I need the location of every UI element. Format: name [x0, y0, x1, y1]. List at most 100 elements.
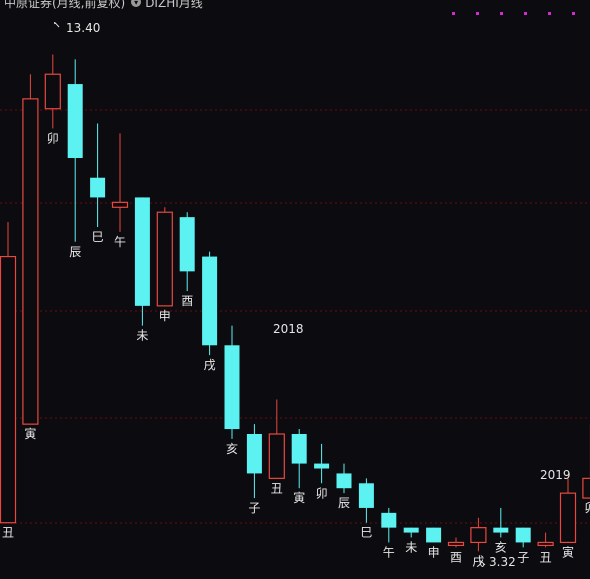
marker-dot — [500, 12, 503, 15]
candle-body — [582, 477, 590, 499]
candle-body — [268, 433, 285, 479]
candle — [582, 424, 590, 499]
branch-label: 巳 — [360, 526, 372, 540]
candle — [447, 537, 465, 548]
candle-body — [515, 527, 531, 543]
indicator-label: DIZHI月线 — [145, 0, 203, 10]
branch-labels: 丑寅卯辰巳午未申酉戌亥子丑寅卯辰巳午未申酉戌亥子丑寅卯 — [2, 131, 590, 568]
candle — [202, 251, 218, 356]
candle-body — [111, 201, 129, 208]
candle-body — [90, 177, 106, 198]
year-marker-2018: 2018 — [273, 322, 304, 336]
branch-label: 丑 — [271, 481, 283, 495]
candle-body — [381, 512, 397, 528]
branch-label: 卯 — [47, 131, 59, 145]
branch-label: 亥 — [226, 442, 238, 456]
grid-lines — [0, 109, 590, 524]
candle-body — [202, 256, 218, 346]
marker-dot — [572, 12, 575, 15]
branch-label: 未 — [405, 541, 417, 555]
candle-body — [67, 84, 83, 158]
branch-label: 卯 — [316, 486, 328, 500]
candle — [111, 133, 129, 232]
candle — [90, 123, 106, 227]
annotations: 13.40 3.32 2018 2019 — [54, 21, 571, 569]
branch-label: 午 — [114, 235, 126, 249]
candle — [381, 507, 397, 543]
low-label: 3.32 — [489, 555, 516, 569]
candle — [314, 443, 330, 484]
candle — [358, 478, 374, 523]
candle — [246, 424, 262, 499]
dotted-marker-line — [452, 12, 575, 15]
candle — [268, 399, 285, 479]
candle — [537, 532, 554, 548]
branch-label: 酉 — [181, 294, 193, 308]
branch-label: 午 — [383, 545, 395, 559]
candle — [224, 325, 240, 439]
candle — [156, 207, 173, 307]
candle — [44, 54, 61, 129]
chart-title: 中原证券(月线,前复权) — [4, 0, 126, 10]
candle-body — [470, 527, 487, 544]
year-marker-2019: 2019 — [540, 468, 571, 482]
candle — [67, 59, 83, 242]
candles — [0, 54, 590, 552]
candle-body — [44, 73, 61, 110]
candle — [515, 527, 531, 548]
branch-label: 戌 — [204, 358, 216, 372]
branch-label: 寅 — [293, 490, 305, 505]
branch-label: 申 — [428, 545, 440, 559]
candle-body — [403, 527, 419, 533]
candle — [470, 517, 487, 552]
candle-body — [179, 217, 195, 272]
candle — [0, 222, 17, 524]
candle — [22, 74, 39, 425]
candle-body — [22, 98, 39, 425]
candle — [559, 478, 577, 544]
marker-dot — [476, 12, 479, 15]
candle — [291, 429, 307, 489]
candle-body — [246, 434, 262, 474]
branch-label: 未 — [136, 329, 148, 343]
candle-body — [224, 345, 240, 430]
branch-label: 申 — [159, 309, 171, 323]
candle-body — [291, 434, 307, 464]
chart-header: 中原证券(月线,前复权) ▾ DIZHI月线 — [4, 0, 203, 10]
low-marker-icon — [479, 560, 486, 566]
branch-label: 戌 — [472, 554, 484, 568]
marker-dot — [548, 12, 551, 15]
branch-label: 丑 — [540, 550, 552, 564]
candle — [493, 507, 509, 538]
branch-label: 丑 — [2, 526, 14, 540]
candle-body — [447, 541, 465, 547]
indicator[interactable]: ▾ DIZHI月线 — [131, 0, 203, 11]
branch-label: 亥 — [495, 541, 507, 555]
candle — [336, 463, 352, 494]
candle — [426, 527, 442, 543]
branch-label: 辰 — [338, 496, 350, 510]
candle-body — [156, 211, 173, 307]
branch-label: 子 — [248, 501, 260, 515]
chevron-down-icon[interactable]: ▾ — [131, 0, 142, 7]
candle-body — [336, 473, 352, 489]
candle — [403, 527, 419, 538]
branch-label: 卯 — [584, 501, 590, 515]
branch-label: 巳 — [92, 230, 104, 244]
branch-label: 子 — [517, 550, 529, 564]
candle-body — [537, 541, 554, 547]
candle-body — [426, 527, 442, 543]
branch-label: 寅 — [24, 426, 36, 441]
candle-body — [358, 483, 374, 508]
branch-label: 辰 — [69, 245, 81, 259]
candle-body — [493, 527, 509, 533]
marker-dot — [524, 12, 527, 15]
candle — [134, 197, 150, 326]
branch-label: 酉 — [450, 550, 462, 564]
candle-body — [134, 197, 150, 306]
candle-body — [314, 463, 330, 469]
candle — [179, 212, 195, 292]
marker-dot — [452, 12, 455, 15]
branch-label: 寅 — [562, 544, 574, 559]
